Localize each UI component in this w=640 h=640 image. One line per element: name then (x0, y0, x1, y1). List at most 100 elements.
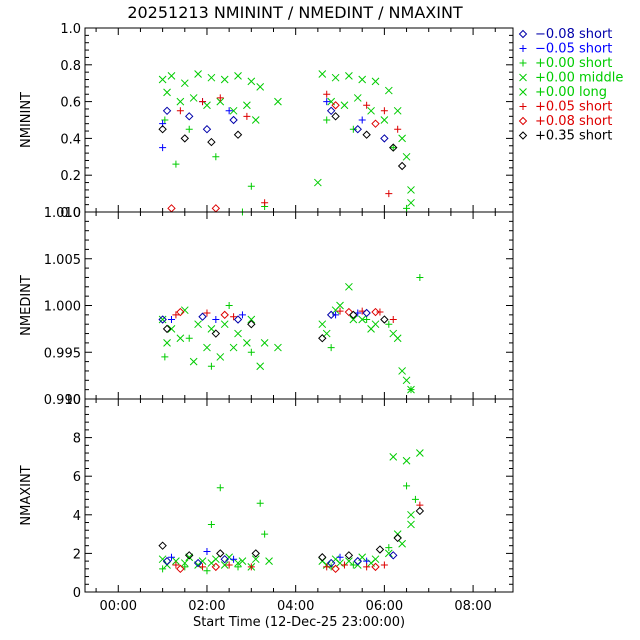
data-point (416, 449, 424, 457)
data-point (234, 71, 242, 80)
data-point (185, 551, 194, 560)
data-point (251, 116, 260, 124)
legend-entry: +0.00 long (519, 85, 607, 100)
data-point (194, 70, 202, 78)
data-point (363, 563, 371, 571)
legend-label: +0.00 long (535, 85, 607, 100)
data-point (340, 101, 349, 110)
data-point (389, 316, 397, 324)
legend-entry: −0.05 short (519, 42, 612, 57)
data-point (375, 545, 385, 554)
legend-marker (519, 73, 527, 82)
legend-entry: −0.08 short (518, 27, 612, 42)
data-point (362, 130, 371, 139)
data-point (261, 530, 269, 538)
legend-entry: +0.05 short (519, 100, 612, 115)
data-point (322, 329, 331, 338)
data-point (323, 90, 331, 98)
data-point (180, 134, 189, 143)
panel-nmedint: 0.990 0.995 1.000 1.005 1.010 NMEDINT (19, 206, 514, 408)
data-point (411, 495, 419, 503)
data-point (167, 553, 175, 561)
y-tick-label: 0 (73, 586, 81, 601)
y-axis-title: NMAXINT (19, 465, 34, 525)
legend-label: −0.05 short (535, 42, 612, 57)
data-point (176, 107, 184, 115)
legend-label: +0.00 short (535, 56, 612, 71)
data-point (393, 334, 402, 343)
data-point (172, 561, 180, 569)
data-point (326, 106, 336, 116)
legend-entry: +0.00 middle (519, 71, 623, 86)
x-tick-label: 06:00 (366, 599, 403, 614)
data-point (349, 315, 358, 324)
data-point (220, 561, 229, 569)
data-point (216, 353, 225, 361)
data-point (247, 77, 256, 86)
data-point (234, 563, 242, 571)
data-point (260, 339, 269, 347)
data-point (389, 551, 398, 560)
data-point (180, 559, 189, 567)
data-point (212, 316, 220, 324)
y-axis-title: NMEDINT (19, 275, 34, 336)
data-point (331, 73, 340, 82)
data-point (203, 101, 211, 110)
data-point (362, 308, 371, 318)
data-point (327, 344, 335, 352)
chart-title: 20251213 NMININT / NMEDINT / NMAXINT (127, 3, 463, 22)
data-point (402, 376, 411, 385)
data-points (158, 273, 424, 394)
data-point (353, 124, 362, 134)
data-point (394, 125, 402, 133)
data-point (380, 107, 388, 115)
data-point (367, 106, 375, 115)
data-point (207, 137, 216, 147)
data-point (216, 94, 224, 102)
data-point (380, 116, 389, 124)
data-point (238, 311, 246, 319)
data-point (332, 311, 340, 319)
y-tick-label: 0.990 (44, 393, 81, 408)
data-point (172, 160, 180, 168)
data-point (176, 307, 185, 317)
data-point (220, 320, 229, 329)
data-point (189, 94, 198, 102)
y-tick-label: 1.010 (44, 206, 81, 221)
data-point (274, 343, 282, 352)
data-point (158, 315, 167, 324)
data-point (393, 106, 402, 115)
data-point (336, 307, 344, 315)
data-point (167, 204, 176, 213)
data-point (344, 307, 354, 317)
data-point (234, 329, 242, 338)
legend-marker (518, 116, 528, 126)
y-tick-label: 6 (73, 470, 81, 485)
data-point (331, 564, 340, 574)
data-point (207, 520, 215, 528)
data-point (398, 367, 406, 375)
data-point (243, 112, 251, 120)
legend-marker (519, 88, 527, 96)
data-point (345, 557, 353, 565)
data-point (403, 204, 411, 212)
y-tick-label: 0.4 (60, 132, 81, 147)
data-point (389, 453, 398, 461)
y-tick-label: 8 (73, 432, 81, 447)
data-point (265, 557, 273, 565)
y-axis-title: NMININT (19, 92, 34, 148)
data-point (180, 79, 189, 88)
data-point (345, 71, 353, 80)
legend-entry: +0.35 short (518, 129, 612, 144)
data-point (216, 549, 225, 558)
data-point (185, 125, 193, 133)
data-point (407, 510, 415, 519)
data-point (211, 329, 221, 338)
data-point (229, 106, 238, 115)
data-point (331, 112, 340, 121)
y-tick-label: 2 (73, 547, 81, 562)
data-point (161, 353, 169, 361)
data-point (367, 325, 375, 333)
legend-marker (519, 59, 527, 67)
data-point (198, 312, 207, 321)
